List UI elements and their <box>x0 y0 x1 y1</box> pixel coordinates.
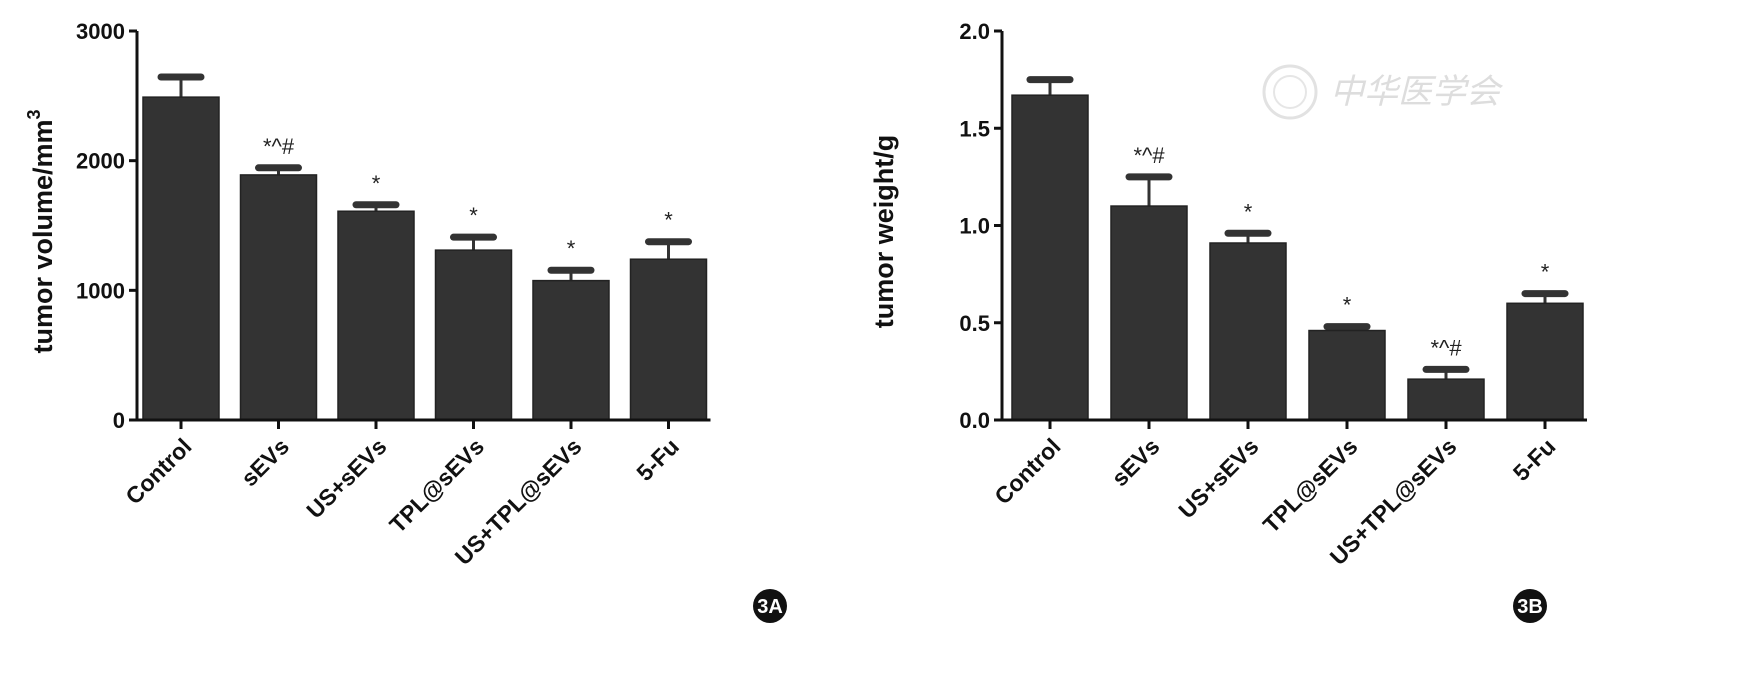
bar <box>434 249 513 421</box>
x-tick-label: TPL@sEVs <box>384 433 489 538</box>
y-tick-label: 1.0 <box>959 214 990 239</box>
y-axis-label-superscript: 3 <box>24 109 44 119</box>
significance-marker: * <box>1244 199 1253 224</box>
panel-badge <box>753 589 787 623</box>
y-tick-label: 1.5 <box>959 116 990 141</box>
bar <box>1011 94 1089 421</box>
x-tick-label: sEVs <box>1106 433 1164 491</box>
x-tick-label: US+sEVs <box>1173 433 1263 523</box>
chart-3a: 0 1000 2000 3000 tumor volume/mm3 Control *^# s… <box>24 19 787 623</box>
significance-marker: * <box>664 208 673 233</box>
x-tick-label: TPL@sEVs <box>1258 433 1363 538</box>
y-axis-label: tumor volume/mm3 <box>24 109 58 353</box>
bar <box>1308 329 1386 421</box>
bar <box>239 174 318 421</box>
y-tick-label: 2000 <box>76 149 125 174</box>
x-tick-label: 5-Fu <box>1508 433 1561 486</box>
bar <box>1506 302 1584 421</box>
x-tick-label: 5-Fu <box>631 433 684 486</box>
significance-marker: * <box>1343 293 1352 318</box>
y-tick-label: 3000 <box>76 19 125 44</box>
panel-badge <box>1513 589 1547 623</box>
y-axis-label-text: tumor weight/g <box>869 135 899 328</box>
bar <box>1407 378 1485 421</box>
x-tick-label: Control <box>989 433 1065 509</box>
y-tick-label: 2.0 <box>959 19 990 44</box>
significance-marker: * <box>469 203 478 228</box>
significance-marker: * <box>1541 260 1550 285</box>
bar <box>1110 205 1188 421</box>
x-tick-label: Control <box>120 433 196 509</box>
y-tick-label: 0.0 <box>959 408 990 433</box>
y-axis-label-text: tumor volume/mm <box>28 119 58 353</box>
watermark-seal-icon <box>1262 64 1318 120</box>
bar <box>532 279 610 421</box>
y-axis-label: tumor weight/g <box>869 135 899 328</box>
significance-marker: *^# <box>1430 335 1462 360</box>
bar <box>629 258 708 421</box>
x-tick-label: US+sEVs <box>301 433 391 523</box>
y-tick-label: 0.5 <box>959 311 990 336</box>
significance-marker: *^# <box>1133 143 1165 168</box>
significance-marker: *^# <box>263 134 295 159</box>
bar <box>337 210 415 421</box>
y-tick-label: 1000 <box>76 278 125 303</box>
y-tick-label: 0 <box>113 408 125 433</box>
watermark-text: 中华医学会 <box>1330 72 1504 112</box>
x-tick-label: sEVs <box>236 433 294 491</box>
panel-label: 3A <box>757 596 783 618</box>
significance-marker: * <box>372 171 381 196</box>
significance-marker: * <box>567 236 576 261</box>
panel-label: 3B <box>1517 596 1543 618</box>
bar <box>1209 242 1287 421</box>
bar <box>142 96 220 421</box>
